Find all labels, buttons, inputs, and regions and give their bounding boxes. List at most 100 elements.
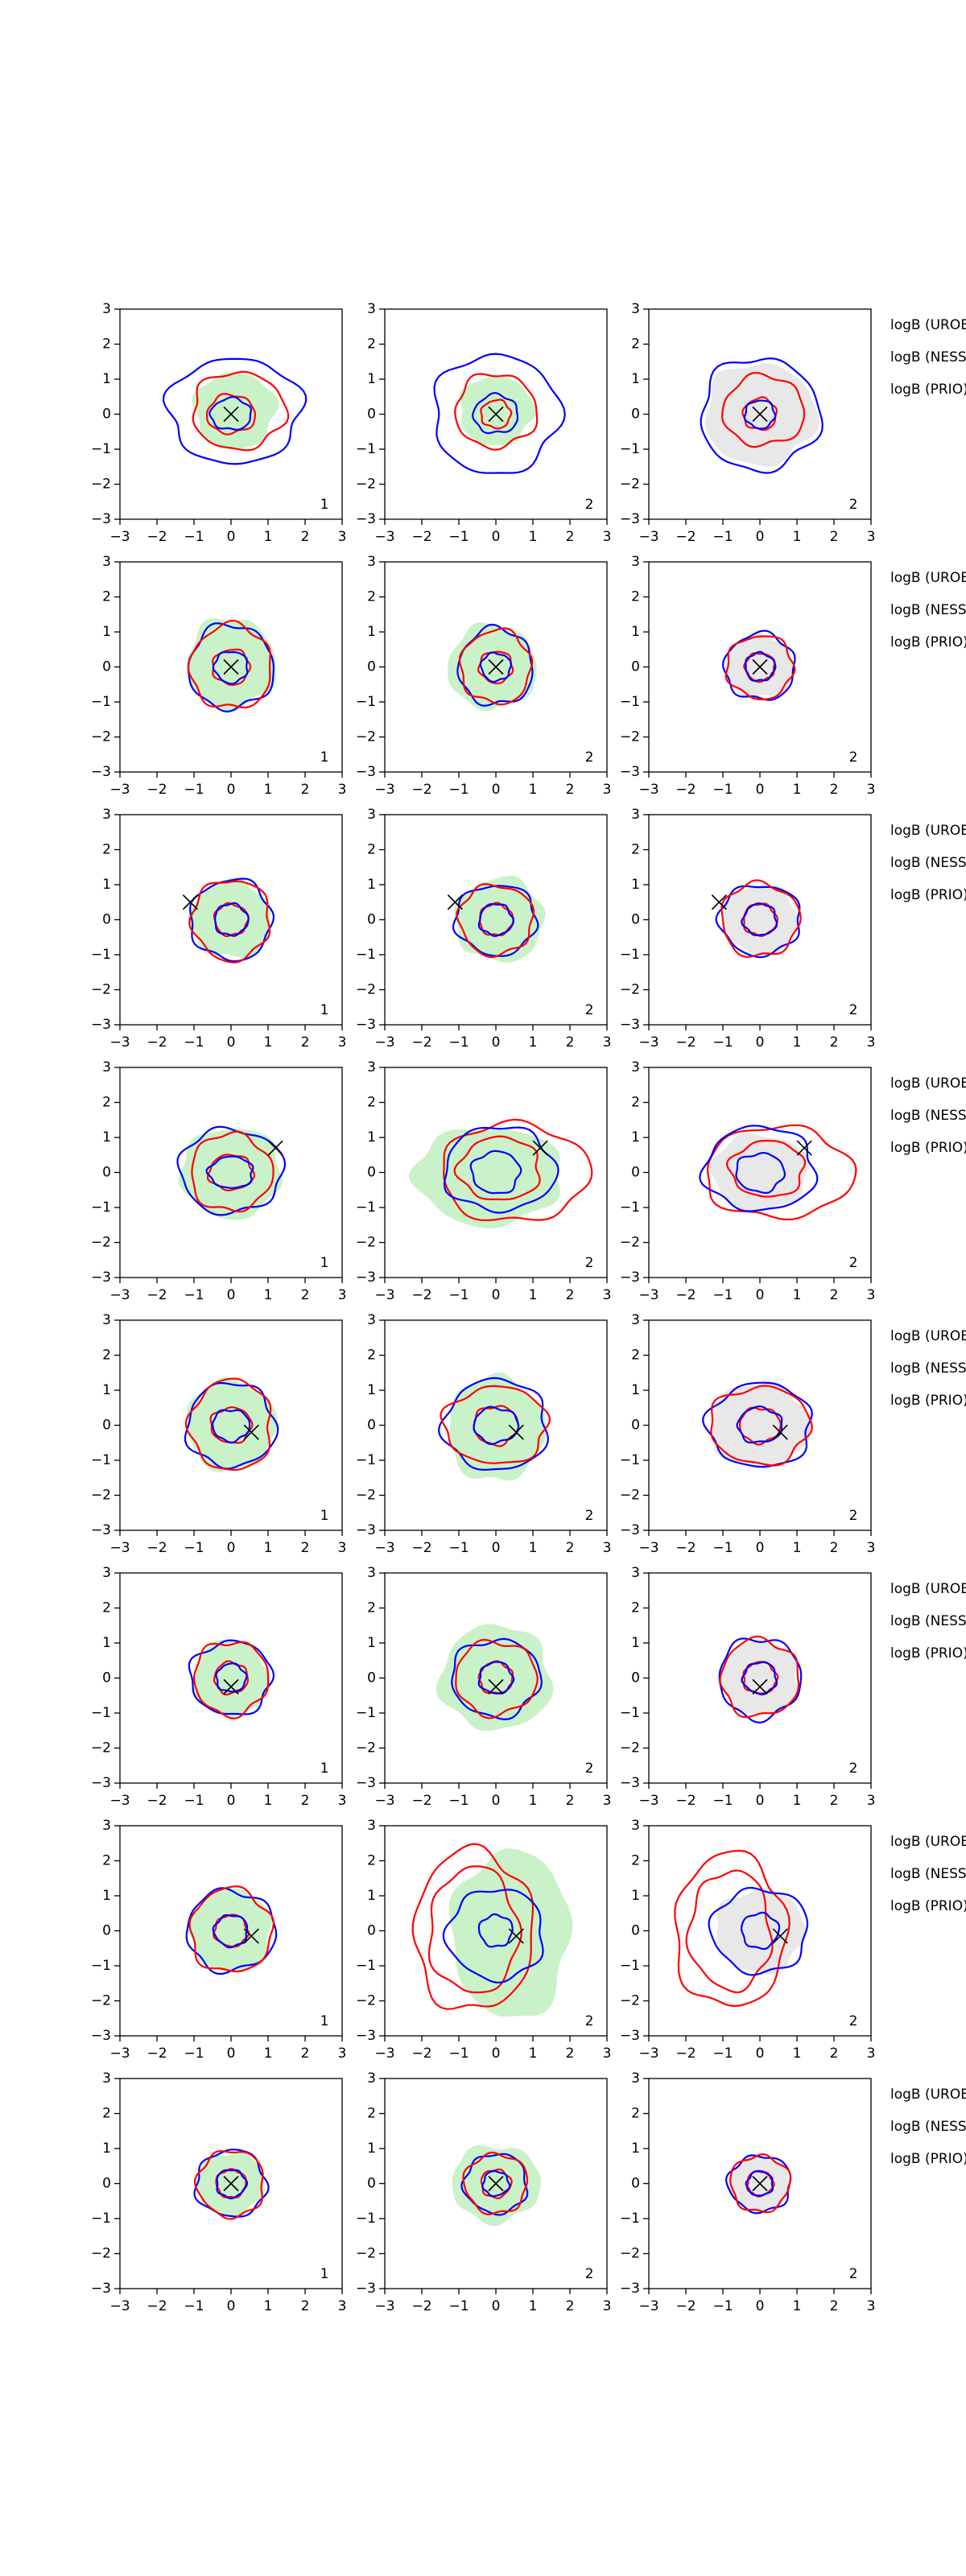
- y-tick-label: −1: [356, 441, 376, 457]
- y-tick-label: −2: [356, 1993, 376, 2009]
- y-tick-label: −2: [91, 2246, 111, 2262]
- y-tick-label: −2: [620, 982, 640, 998]
- x-tick-label: 0: [492, 1540, 501, 1556]
- density-fill: [716, 1887, 807, 1975]
- y-tick-label: 2: [102, 1095, 111, 1111]
- y-tick-label: −2: [620, 1740, 640, 1757]
- y-tick-label: −1: [356, 2211, 376, 2227]
- contour-line: [741, 396, 778, 431]
- panel-label: 2: [585, 497, 594, 513]
- y-tick-label: 1: [102, 2140, 111, 2157]
- y-tick-label: 3: [631, 1565, 640, 1581]
- density-fill: [723, 885, 799, 956]
- contour-line: [451, 1637, 543, 1721]
- panel-label: 2: [585, 1255, 594, 1271]
- x-tick-label: 2: [566, 1793, 575, 1809]
- y-tick-label: 1: [367, 1129, 376, 1146]
- x-tick-label: 2: [830, 1540, 839, 1556]
- x-tick-label: −2: [675, 782, 696, 798]
- y-tick-label: −1: [620, 1452, 640, 1468]
- y-tick-label: −2: [91, 729, 111, 745]
- contour-line: [427, 1865, 522, 1994]
- x-tick-label: 1: [529, 1793, 538, 1809]
- contour-line: [205, 1155, 254, 1189]
- panel-label: 2: [585, 2266, 594, 2282]
- contour-line: [710, 1385, 813, 1467]
- y-tick-label: −1: [620, 1705, 640, 1721]
- y-tick-label: 2: [367, 2106, 376, 2122]
- y-tick-label: −3: [91, 511, 111, 527]
- contour-line: [477, 1661, 515, 1695]
- y-tick-label: −1: [620, 2211, 640, 2227]
- x-tick-label: 1: [264, 1034, 273, 1051]
- y-tick-label: −1: [91, 2211, 111, 2227]
- y-tick-label: 0: [631, 1670, 640, 1686]
- x-tick-label: −2: [147, 1793, 167, 1809]
- x-tick-label: 0: [492, 2298, 501, 2314]
- x-tick-label: −3: [109, 1540, 130, 1556]
- x-tick-label: 0: [227, 2046, 236, 2062]
- y-tick-label: −3: [356, 1269, 376, 1286]
- x-tick-label: −3: [109, 529, 130, 545]
- x-tick-label: −3: [109, 2046, 130, 2062]
- y-tick-label: 3: [367, 1818, 376, 1834]
- contour-line: [458, 627, 534, 706]
- contour-line: [442, 1889, 544, 1984]
- contour-line: [724, 635, 796, 700]
- y-tick-label: 3: [631, 301, 640, 317]
- contour-line: [741, 1911, 781, 1951]
- x-tick-label: 1: [793, 529, 802, 545]
- x-tick-label: −1: [184, 1287, 204, 1303]
- y-tick-label: −3: [356, 2028, 376, 2044]
- contour-line: [433, 353, 566, 474]
- true-point-marker: [243, 1928, 259, 1944]
- y-tick-label: 0: [631, 407, 640, 423]
- x-tick-label: 1: [793, 1287, 802, 1303]
- density-fill: [193, 1640, 270, 1719]
- x-tick-label: −2: [411, 1287, 431, 1303]
- log-bayes-note: logB (UROB) =: [890, 2087, 966, 2103]
- x-tick-label: 2: [301, 1540, 310, 1556]
- x-tick-label: 0: [492, 1034, 501, 1051]
- contour-line: [208, 395, 253, 431]
- x-tick-label: 1: [264, 2298, 273, 2314]
- y-tick-label: 3: [631, 2070, 640, 2087]
- y-tick-label: −1: [620, 1199, 640, 1216]
- y-tick-label: 0: [367, 407, 376, 423]
- y-tick-label: 2: [367, 1853, 376, 1869]
- contour-line: [472, 392, 519, 435]
- x-tick-label: −1: [712, 1540, 733, 1556]
- log-bayes-note: logB (PRIO) =: [890, 382, 966, 398]
- y-tick-label: 2: [631, 1853, 640, 1869]
- y-tick-label: −2: [91, 1488, 111, 1504]
- contour-line: [477, 1913, 514, 1948]
- y-tick-label: 3: [631, 554, 640, 570]
- y-tick-label: 0: [102, 2176, 111, 2192]
- panel-label: 2: [849, 749, 858, 766]
- contour-line: [741, 902, 778, 937]
- contour-line: [473, 1406, 520, 1446]
- x-tick-label: 2: [566, 2046, 575, 2062]
- contour-line: [721, 630, 796, 701]
- contour-line: [212, 1913, 249, 1949]
- y-tick-label: −2: [356, 982, 376, 998]
- contour-line: [708, 1886, 809, 1976]
- x-tick-label: 0: [756, 1034, 765, 1051]
- contour-line: [736, 1405, 783, 1444]
- x-tick-label: 3: [338, 2298, 347, 2314]
- y-tick-label: 0: [367, 1165, 376, 1181]
- y-tick-label: −3: [356, 511, 376, 527]
- y-tick-label: 1: [367, 877, 376, 893]
- y-tick-label: −2: [91, 1740, 111, 1757]
- x-tick-label: −1: [712, 2046, 733, 2062]
- x-tick-label: 2: [301, 1287, 310, 1303]
- contour-line: [452, 885, 539, 957]
- x-tick-label: −1: [184, 1793, 204, 1809]
- y-tick-label: −2: [620, 1235, 640, 1251]
- y-tick-label: 1: [102, 371, 111, 387]
- true-point-marker: [182, 894, 198, 910]
- x-tick-label: −2: [411, 1540, 431, 1556]
